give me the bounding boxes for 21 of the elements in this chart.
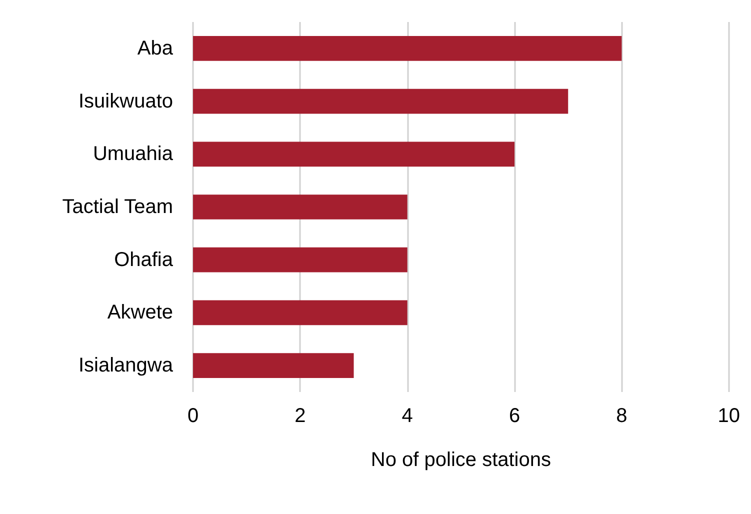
bar: [193, 247, 408, 272]
x-tick-label: 0: [187, 405, 199, 427]
bar: [193, 88, 568, 114]
x-tick-label: 6: [508, 405, 520, 427]
y-tick-label: Tactial Team: [62, 196, 173, 218]
bar: [193, 142, 515, 167]
y-tick-label: Ohafia: [114, 248, 174, 271]
x-tick-label: 10: [718, 405, 740, 427]
x-tick-label: 4: [402, 405, 413, 427]
y-tick-label: Akwete: [107, 302, 173, 324]
bar: [193, 36, 622, 61]
bar: [193, 353, 354, 378]
y-tick-label: Aba: [137, 37, 174, 60]
bar: [193, 300, 408, 326]
x-tick-label: 2: [294, 405, 306, 427]
x-tick-label: 8: [616, 405, 628, 427]
y-tick-label: Isialangwa: [78, 354, 174, 377]
y-tick-label: Isuikwuato: [78, 90, 173, 112]
bar: [193, 194, 408, 220]
y-tick-label: Umuahia: [92, 143, 174, 166]
x-axis-title: No of police stations: [370, 449, 551, 471]
